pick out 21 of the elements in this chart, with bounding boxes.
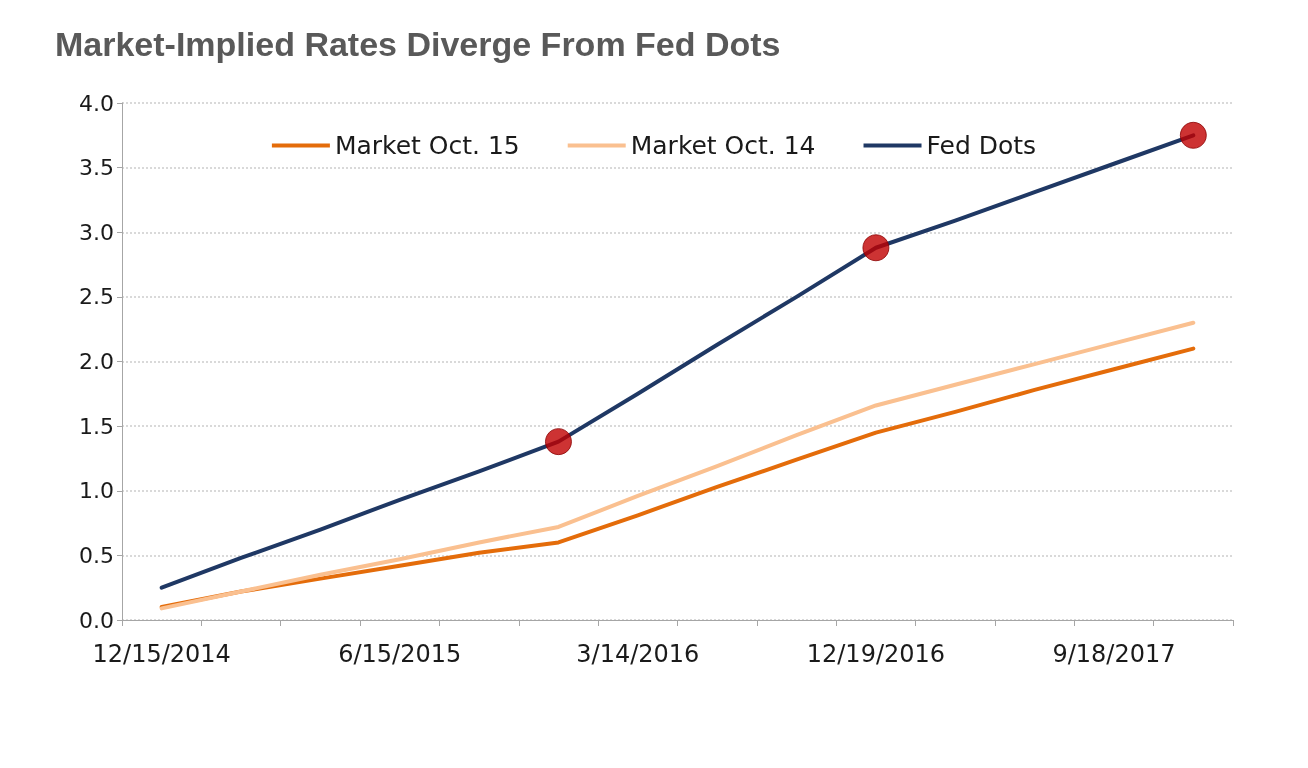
point <box>862 234 890 262</box>
y-tick-label: 1.0 <box>79 478 114 504</box>
point <box>1179 121 1207 149</box>
y-tick-label: 3.0 <box>79 219 114 245</box>
x-tick-label: 3/14/2016 <box>576 640 700 668</box>
x-tick-label: 12/15/2014 <box>92 640 231 668</box>
legend-label: Fed Dots <box>926 131 1037 160</box>
y-tick-label: 0.5 <box>79 542 114 568</box>
y-tick-label: 3.5 <box>79 155 114 181</box>
x-tick-label: 12/19/2016 <box>806 640 946 668</box>
chart-title: Market-Implied Rates Diverge From Fed Dots <box>55 25 781 63</box>
y-tick-label: 4.0 <box>79 90 114 116</box>
point <box>544 428 572 456</box>
legend-label: Market Oct. 14 <box>630 131 816 160</box>
y-tick-label: 0.0 <box>79 607 114 633</box>
x-tick-label: 6/15/2015 <box>338 640 462 668</box>
y-tick-label: 2.5 <box>79 284 114 310</box>
x-tick-label: 9/18/2017 <box>1052 640 1176 668</box>
legend-label: Market Oct. 15 <box>334 131 520 160</box>
y-tick-label: 1.5 <box>79 413 114 439</box>
y-tick-label: 2.0 <box>79 349 114 374</box>
